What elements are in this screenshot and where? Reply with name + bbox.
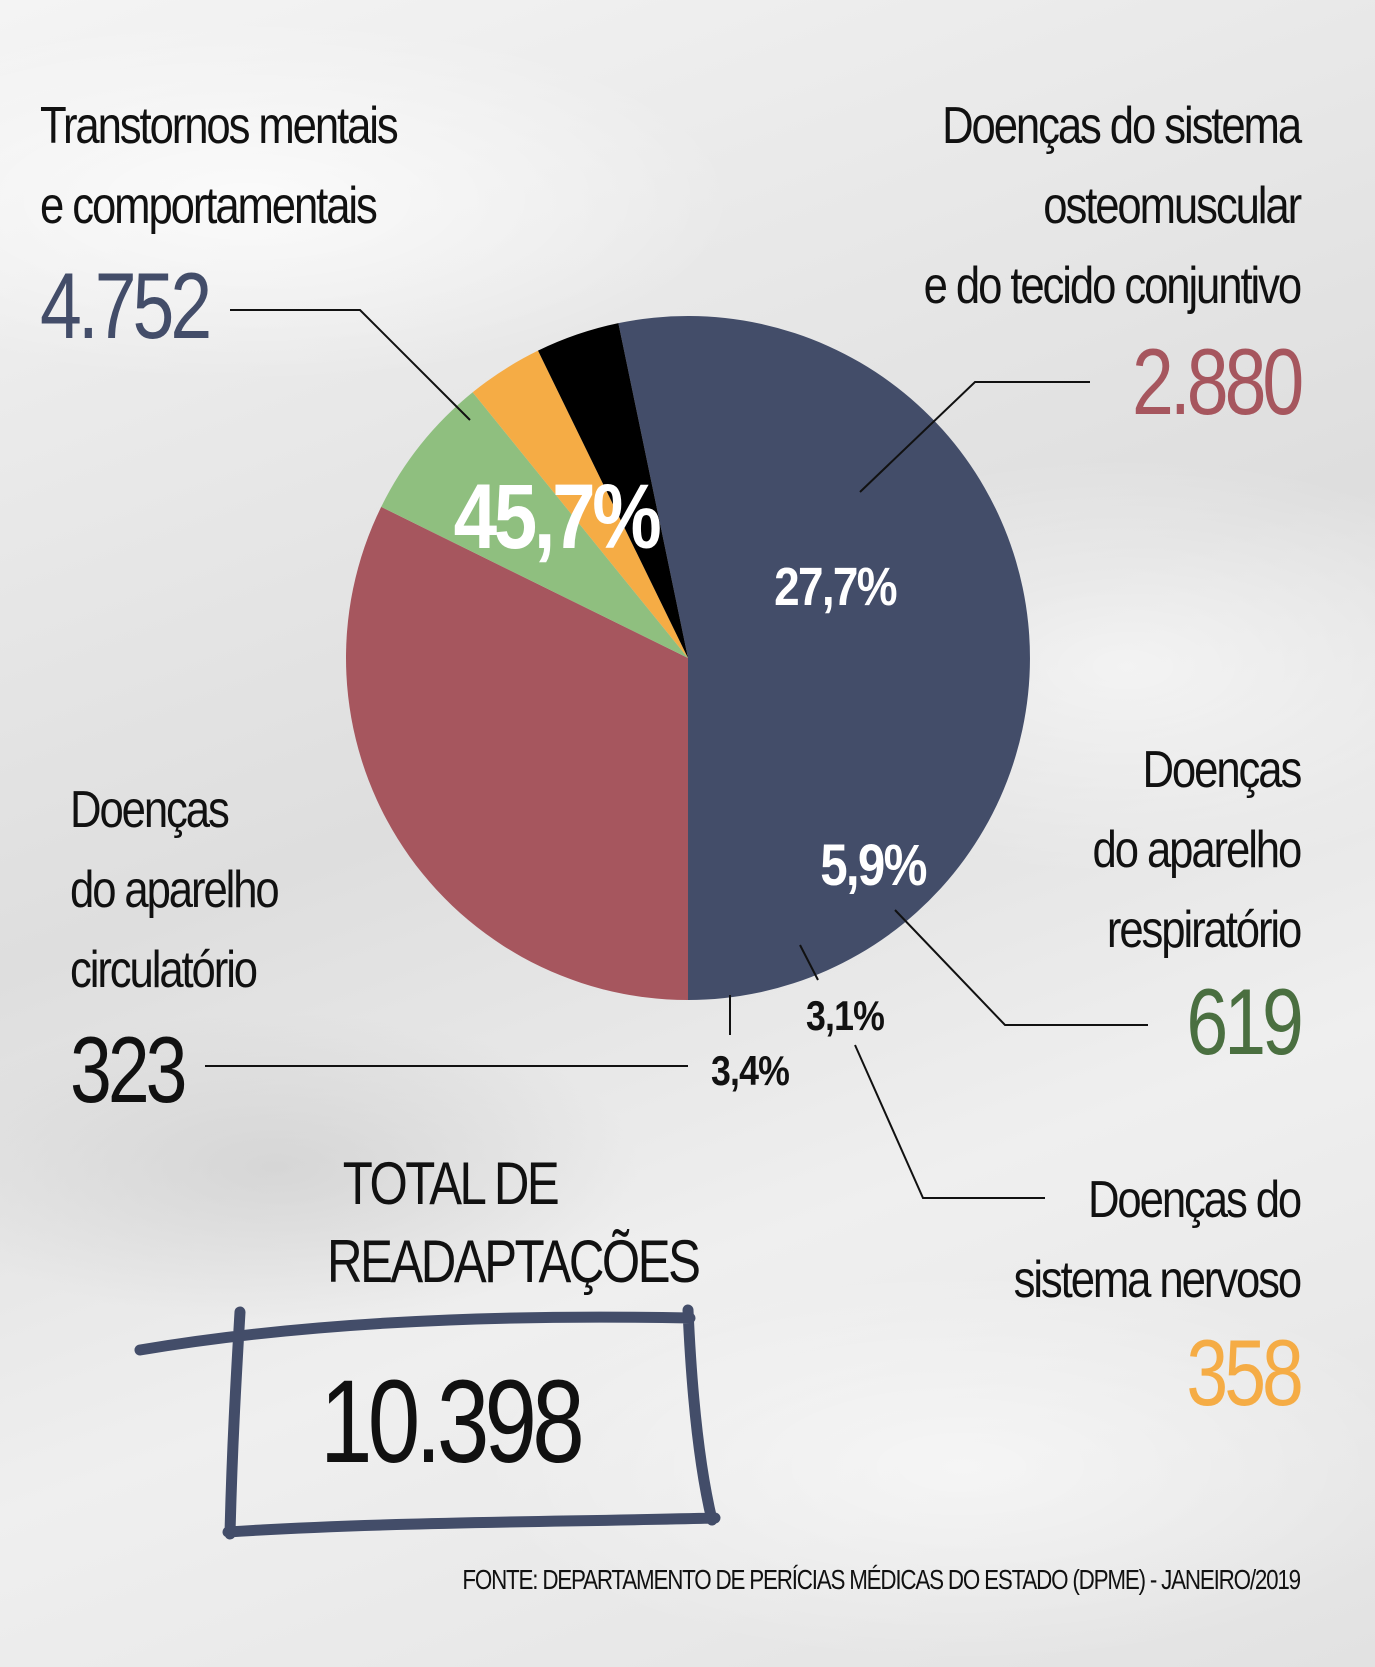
label-respiratorio-line-3: respiratório (1106, 901, 1302, 959)
pct-label-osteomuscular: 27,7% (774, 557, 897, 617)
pie-slice-respiratorio (381, 392, 688, 658)
pct-label-circulatorio: 3,4% (711, 1048, 789, 1094)
leader-line-respiratorio (894, 909, 1148, 1026)
label-circulatorio-line-3: circulatório (70, 941, 258, 999)
leader-line-nervoso-tick (799, 944, 819, 981)
value-mentais: 4.752 (40, 253, 212, 358)
source-note: FONTE: DEPARTAMENTO DE PERÍCIAS MÉDICAS … (462, 1564, 1302, 1595)
label-nervoso-line-1: Doenças do (1087, 1171, 1302, 1229)
leader-line-nervoso (854, 1044, 1045, 1199)
pie-slice-nervoso (472, 350, 688, 658)
leader-line-mentais (230, 309, 471, 421)
leader-lines (205, 309, 1148, 1199)
value-osteomuscular: 2.880 (1131, 329, 1304, 434)
total-value: 10.398 (320, 1356, 585, 1488)
label-nervoso: Doenças do sistema nervoso (1013, 1160, 1302, 1320)
label-respiratorio-line-1: Doenças (1142, 741, 1302, 799)
leader-line-osteomuscular (859, 381, 1090, 493)
label-osteomuscular-line-3: e do tecido conjuntivo (923, 257, 1302, 315)
total-box (134, 1304, 721, 1540)
pct-label-respiratorio: 5,9% (820, 833, 926, 898)
pie-slice-mentais (618, 315, 1030, 1000)
pie-slice-osteomuscular (346, 506, 688, 1000)
value-circulatorio: 323 (70, 1017, 187, 1122)
slice-percent-labels: 45,7% 27,7% 5,9% 3,1% 3,4% (454, 466, 929, 1095)
label-osteomuscular: Doenças do sistema osteomuscular e do te… (923, 86, 1302, 326)
pct-label-mentais: 45,7% (454, 466, 660, 568)
label-mentais-line-1: Transtornos mentais (40, 97, 399, 155)
value-respiratorio: 619 (1186, 969, 1304, 1074)
pct-label-nervoso: 3,1% (806, 993, 884, 1039)
label-osteomuscular-line-2: osteomuscular (1043, 177, 1302, 235)
label-mentais: Transtornos mentais e comportamentais (40, 86, 399, 246)
total-heading-line-2: READAPTAÇÕES (327, 1228, 701, 1295)
pie-slices (346, 315, 1030, 1000)
total-heading-line-1: TOTAL DE (342, 1150, 560, 1217)
pie-slice-circulatorio (538, 323, 688, 658)
label-osteomuscular-line-1: Doenças do sistema (942, 97, 1302, 155)
label-circulatorio-line-1: Doenças (70, 781, 230, 839)
label-respiratorio-line-2: do aparelho (1092, 821, 1302, 879)
total-heading: TOTAL DE READAPTAÇÕES (327, 1145, 701, 1301)
label-nervoso-line-2: sistema nervoso (1013, 1251, 1302, 1309)
label-circulatorio-line-2: do aparelho (70, 861, 280, 919)
value-nervoso: 358 (1186, 1320, 1304, 1425)
label-mentais-line-2: e comportamentais (40, 177, 378, 235)
label-respiratorio: Doenças do aparelho respiratório (1092, 730, 1302, 970)
label-circulatorio: Doenças do aparelho circulatório (70, 770, 280, 1010)
